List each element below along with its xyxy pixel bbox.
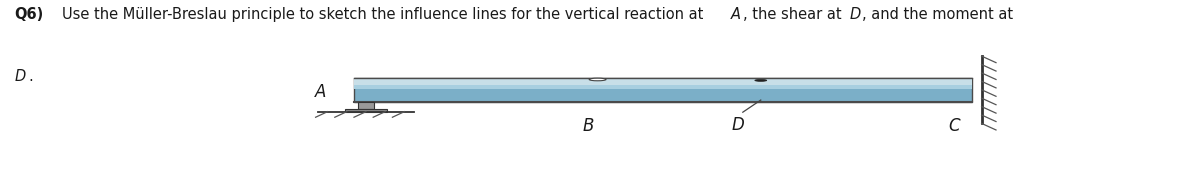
Bar: [358, 102, 374, 109]
Text: .: .: [29, 69, 34, 84]
Text: Q6): Q6): [14, 7, 43, 22]
Text: D: D: [850, 7, 860, 22]
Text: , the shear at: , the shear at: [743, 7, 846, 22]
Bar: [354, 78, 972, 102]
Bar: [354, 78, 972, 85]
Text: , and the moment at: , and the moment at: [862, 7, 1013, 22]
Text: B: B: [582, 117, 594, 135]
Circle shape: [755, 79, 767, 81]
Text: A: A: [731, 7, 740, 22]
Text: C: C: [948, 117, 960, 135]
Circle shape: [589, 78, 606, 81]
Bar: [354, 85, 972, 89]
Text: D: D: [732, 116, 744, 134]
Text: D: D: [14, 69, 25, 84]
Text: Use the Müller-Breslau principle to sketch the influence lines for the vertical : Use the Müller-Breslau principle to sket…: [62, 7, 708, 22]
Text: A: A: [316, 83, 326, 101]
Bar: [346, 109, 388, 112]
